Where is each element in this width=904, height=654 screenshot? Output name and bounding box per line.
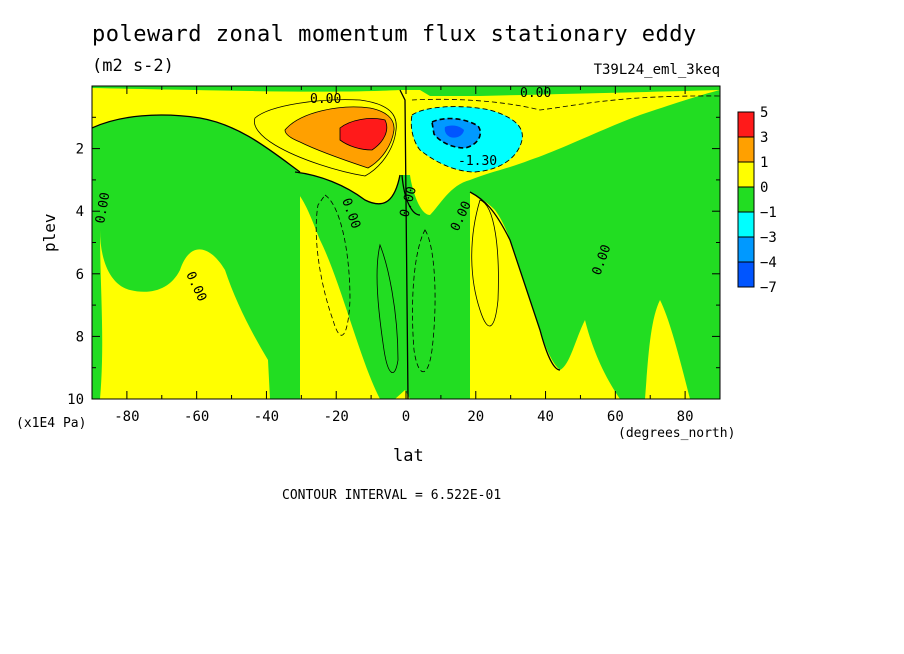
contour-zero-right — [469, 191, 561, 371]
x-tick-label: -20 — [324, 409, 349, 425]
contour-zero-center — [294, 171, 401, 205]
y-tick-label: 6 — [76, 267, 84, 283]
colorbar-swatch — [737, 261, 755, 288]
chart-units: (m2 s-2) — [92, 56, 174, 76]
contour-pos-center-cell — [376, 243, 399, 373]
colorbar-swatch — [737, 111, 755, 138]
x-tick-label: 80 — [677, 409, 694, 425]
colorbar-swatch — [737, 161, 755, 188]
contour-interval: CONTOUR INTERVAL = 6.522E-01 — [282, 488, 502, 503]
filled-contours — [92, 86, 720, 399]
contour-neg-left-cell — [315, 194, 351, 336]
colorbar-label: 1 — [760, 155, 768, 171]
contour-neg-outer — [411, 95, 721, 111]
colorbar-swatch — [737, 236, 755, 263]
fill-darkblue — [444, 125, 464, 138]
colorbar-label: −3 — [760, 230, 777, 246]
fill-green-left — [92, 115, 300, 399]
colorbar-label: 0 — [760, 180, 768, 196]
contour-pos-2 — [284, 106, 395, 169]
contour-equator-line — [399, 89, 409, 400]
colorbar-swatch — [737, 136, 755, 163]
contour-neg-2 — [431, 117, 482, 149]
y-tick-label: 8 — [76, 329, 84, 345]
contour-pos-right-cell — [471, 199, 499, 327]
colorbar-label: −4 — [760, 255, 777, 271]
colorbar-swatch — [737, 211, 755, 238]
x-axis-units: (degrees_north) — [618, 426, 736, 441]
fill-green-center — [295, 172, 470, 399]
contour-zero-left — [91, 114, 301, 173]
y-tick-label: 2 — [76, 142, 84, 158]
x-tick-label: -40 — [254, 409, 279, 425]
contour-neg-center-cell — [412, 229, 436, 372]
y-tick-label: 4 — [76, 204, 84, 220]
x-tick-label: 40 — [537, 409, 554, 425]
contour-label: 0.00 — [93, 191, 113, 224]
contour-pos-3 — [339, 118, 388, 151]
contour-neg-1 — [410, 106, 523, 173]
y-tick-label: 10 — [67, 392, 84, 408]
x-axis-label: lat — [393, 446, 424, 466]
contour-label: 0.00 — [310, 92, 341, 107]
contour-label: 0.00 — [520, 86, 551, 101]
x-tick-label: 60 — [607, 409, 624, 425]
run-id: T39L24_eml_3keq — [593, 62, 720, 78]
fill-green-leftlow — [92, 230, 103, 399]
fill-green-right — [470, 90, 720, 399]
x-tick-label: -60 — [184, 409, 209, 425]
colorbar-label: 3 — [760, 130, 768, 146]
fill-green-top-strip — [92, 86, 720, 96]
fill-red — [340, 118, 387, 150]
x-tick-label: -80 — [114, 409, 139, 425]
x-tick-label: 0 — [402, 409, 410, 425]
colorbar: 5 3 1 0 −1 −3 −4 −7 — [737, 105, 777, 296]
contour-lines — [91, 89, 721, 400]
colorbar-label: −7 — [760, 280, 777, 296]
y-axis-units: (x1E4 Pa) — [16, 416, 87, 431]
y-axis: 2 4 6 8 10 — [67, 116, 720, 408]
chart-title: poleward zonal momentum flux stationary … — [92, 22, 697, 47]
contour-label: -1.30 — [458, 154, 497, 169]
contour-pos-1 — [253, 99, 397, 177]
contour-equator-line-2 — [401, 174, 421, 216]
colorbar-swatch — [737, 186, 755, 213]
x-axis: -80 -60 -40 -20 0 20 40 60 80 — [91, 86, 721, 425]
colorbar-label: −1 — [760, 205, 777, 221]
colorbar-label: 5 — [760, 105, 768, 121]
x-tick-label: 20 — [467, 409, 484, 425]
